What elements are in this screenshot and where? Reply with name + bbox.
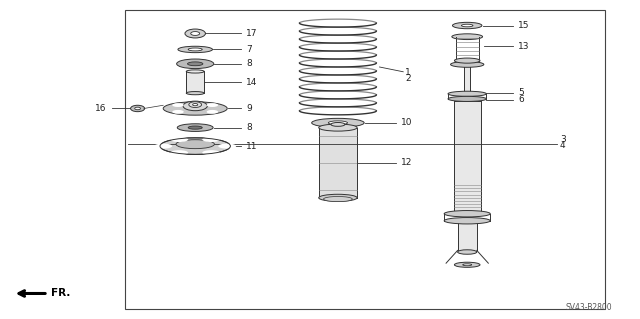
Ellipse shape: [160, 138, 230, 154]
Text: 2: 2: [405, 74, 411, 83]
Ellipse shape: [177, 124, 213, 131]
Bar: [454, 101, 481, 214]
Ellipse shape: [193, 103, 198, 106]
Ellipse shape: [188, 126, 202, 129]
Ellipse shape: [202, 137, 220, 142]
Ellipse shape: [183, 101, 207, 111]
Ellipse shape: [172, 110, 184, 114]
Ellipse shape: [319, 124, 357, 131]
Ellipse shape: [178, 46, 212, 53]
Text: 14: 14: [246, 78, 258, 87]
Ellipse shape: [188, 62, 203, 66]
Text: FR.: FR.: [51, 288, 70, 299]
Ellipse shape: [328, 121, 348, 125]
Ellipse shape: [319, 194, 357, 201]
Ellipse shape: [186, 92, 204, 95]
Ellipse shape: [218, 144, 236, 149]
Text: 5: 5: [518, 88, 524, 97]
Ellipse shape: [458, 250, 477, 254]
Ellipse shape: [154, 144, 172, 149]
Ellipse shape: [312, 118, 364, 127]
Ellipse shape: [461, 24, 473, 27]
Ellipse shape: [170, 150, 188, 155]
Text: 16: 16: [95, 104, 107, 113]
Text: 17: 17: [246, 29, 258, 38]
Ellipse shape: [454, 58, 480, 63]
Ellipse shape: [176, 140, 214, 149]
Ellipse shape: [177, 59, 214, 69]
Text: 6: 6: [518, 95, 524, 104]
Ellipse shape: [463, 264, 472, 266]
Ellipse shape: [191, 32, 200, 35]
Ellipse shape: [170, 137, 188, 142]
Bar: [125, 10, 605, 309]
Text: 8: 8: [246, 123, 252, 132]
Ellipse shape: [172, 103, 184, 107]
Ellipse shape: [324, 197, 352, 202]
Ellipse shape: [207, 110, 218, 114]
Ellipse shape: [452, 22, 482, 29]
Ellipse shape: [448, 91, 486, 96]
Ellipse shape: [185, 29, 205, 38]
Ellipse shape: [448, 96, 486, 101]
Ellipse shape: [189, 102, 202, 108]
Bar: [458, 221, 477, 250]
Text: 11: 11: [246, 142, 258, 151]
Ellipse shape: [452, 34, 483, 40]
Text: 1: 1: [405, 68, 411, 77]
Ellipse shape: [186, 70, 204, 73]
Ellipse shape: [444, 211, 490, 217]
Text: 8: 8: [246, 59, 252, 68]
Text: 3: 3: [560, 135, 566, 144]
Ellipse shape: [207, 103, 218, 107]
Text: 4: 4: [560, 141, 566, 150]
Text: 9: 9: [246, 104, 252, 113]
Text: 10: 10: [401, 118, 412, 127]
Ellipse shape: [163, 102, 227, 115]
Text: 15: 15: [518, 21, 530, 30]
Text: SV43-B2800: SV43-B2800: [566, 303, 612, 312]
Ellipse shape: [451, 62, 484, 67]
Bar: [319, 128, 357, 198]
Text: 13: 13: [518, 42, 530, 51]
Text: 12: 12: [401, 158, 412, 167]
Ellipse shape: [444, 218, 490, 224]
Ellipse shape: [202, 150, 220, 155]
Ellipse shape: [331, 122, 345, 126]
Ellipse shape: [188, 48, 202, 51]
Ellipse shape: [454, 262, 480, 267]
Ellipse shape: [131, 105, 145, 112]
Ellipse shape: [135, 107, 141, 110]
Text: 7: 7: [246, 45, 252, 54]
Bar: [186, 71, 204, 93]
Bar: [464, 67, 470, 97]
